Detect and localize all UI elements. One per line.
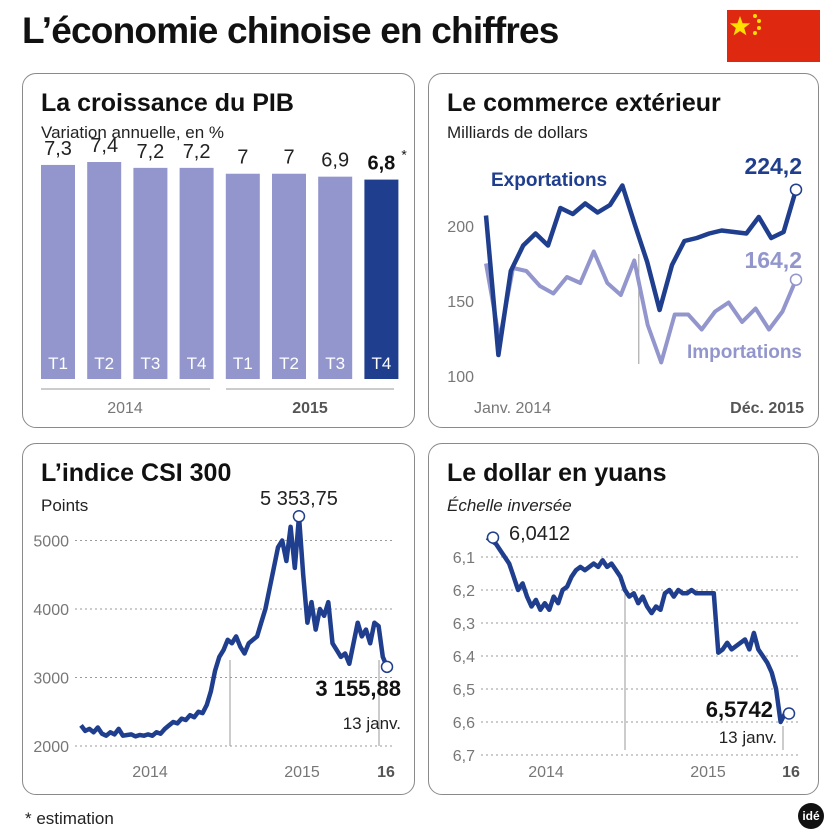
usdcny-last-marker: [782, 707, 796, 720]
gdp-subtitle: Variation annuelle, en %: [41, 123, 224, 142]
group-label-2014: 2014: [107, 400, 143, 417]
china-flag-icon: [727, 10, 820, 62]
csi300-chart: L’indice CSI 300 Points 2000 3000 4000 5000…: [33, 459, 401, 781]
imports-last-value: 164,2: [744, 247, 802, 273]
usdcny-x-tick: 2014: [528, 764, 564, 781]
gdp-bar: [364, 179, 399, 379]
gdp-bar: [133, 167, 168, 379]
gdp-bar: [41, 164, 75, 379]
exports-line: [483, 183, 799, 358]
usdcny-last-value: 6,5742: [706, 697, 773, 722]
gdp-category-label: T3: [325, 354, 345, 373]
usdcny-y-tick: 6,3: [453, 616, 475, 633]
exports-end-marker: [789, 183, 803, 196]
gdp-bar: [87, 162, 122, 379]
usdcny-y-tick: 6,5: [453, 682, 475, 699]
usdcny-chart: Le dollar en yuans Échelle inversée 6,1 6…: [447, 459, 800, 781]
gdp-value-label: 6,8: [367, 153, 395, 175]
publisher-logo: idé: [798, 803, 824, 829]
gdp-bar: [225, 173, 260, 379]
trade-y-tick: 200: [447, 219, 474, 236]
trade-title: Le commerce extérieur: [447, 89, 721, 117]
csi300-x-tick: 2014: [132, 764, 168, 781]
gdp-category-label: T4: [187, 354, 207, 373]
csi300-subtitle: Points: [41, 496, 88, 515]
gdp-value-label: 7: [283, 147, 294, 169]
csi300-y-tick: 5000: [33, 534, 69, 551]
gdp-value-label: 6,9: [321, 150, 349, 172]
gdp-estimate-marker: *: [401, 147, 407, 163]
csi300-title: L’indice CSI 300: [41, 459, 231, 487]
footnote: * estimation: [25, 809, 114, 828]
usdcny-title: Le dollar en yuans: [447, 459, 667, 487]
gdp-bar: [318, 176, 353, 379]
usdcny-start-label: 6,0412: [509, 523, 570, 545]
csi300-last-date: 13 janv.: [343, 714, 401, 733]
trade-y-tick: 100: [447, 369, 474, 386]
gdp-panel: La croissance du PIB Variation annuelle,…: [22, 73, 415, 428]
csi300-x-tick: 2015: [284, 764, 320, 781]
csi300-last-value: 3 155,88: [315, 676, 401, 701]
gdp-value-label: 7: [237, 147, 248, 169]
imports-end-marker: [789, 273, 803, 286]
gdp-category-label: T1: [48, 354, 68, 373]
csi300-peak-marker: [292, 510, 306, 523]
gdp-category-label: T4: [371, 354, 391, 373]
trade-x-end: Déc. 2015: [730, 400, 804, 417]
trade-chart: Le commerce extérieur Milliards de dolla…: [447, 89, 804, 417]
trade-subtitle: Milliards de dollars: [447, 123, 588, 142]
usdcny-subtitle: Échelle inversée: [447, 496, 572, 515]
group-label-2015: 2015: [292, 400, 328, 417]
csi300-y-tick: 4000: [33, 602, 69, 619]
gdp-category-label: T2: [94, 354, 114, 373]
gdp-category-label: T2: [279, 354, 299, 373]
usdcny-y-tick: 6,1: [453, 550, 475, 567]
usdcny-last-date: 13 janv.: [719, 728, 777, 747]
gdp-title: La croissance du PIB: [41, 89, 294, 117]
usdcny-x-tick: 16: [782, 764, 800, 781]
trade-panel: Le commerce extérieur Milliards de dolla…: [428, 73, 819, 428]
usdcny-line: [485, 535, 787, 725]
csi300-peak-label: 5 353,75: [260, 488, 338, 510]
gdp-category-label: T1: [233, 354, 253, 373]
gdp-bar: [179, 167, 214, 379]
trade-y-tick: 150: [447, 294, 474, 311]
page-title: L’économie chinoise en chiffres: [22, 10, 559, 51]
csi300-line: [79, 514, 390, 739]
imports-line: [484, 249, 798, 365]
usdcny-panel: Le dollar en yuans Échelle inversée 6,1 6…: [428, 443, 819, 795]
usdcny-y-tick: 6,4: [453, 649, 475, 666]
imports-legend: Importations: [687, 342, 802, 363]
csi300-x-tick: 16: [377, 764, 395, 781]
gdp-value-label: 7,3: [44, 138, 72, 160]
gdp-value-label: 7,2: [136, 141, 164, 163]
gdp-bar: [272, 173, 306, 379]
usdcny-x-tick: 2015: [690, 764, 726, 781]
gdp-value-label: 7,4: [90, 135, 118, 157]
gdp-category-label: T3: [140, 354, 160, 373]
gdp-value-label: 7,2: [183, 141, 211, 163]
usdcny-y-tick: 6,2: [453, 583, 475, 600]
usdcny-y-tick: 6,7: [453, 748, 475, 765]
gdp-chart: La croissance du PIB Variation annuelle,…: [41, 89, 407, 417]
csi300-last-marker: [380, 660, 394, 674]
exports-legend: Exportations: [491, 170, 607, 191]
csi300-panel: L’indice CSI 300 Points 2000 3000 4000 5000…: [22, 443, 415, 795]
exports-last-value: 224,2: [744, 153, 802, 179]
trade-x-start: Janv. 2014: [474, 400, 551, 417]
usdcny-y-tick: 6,6: [453, 715, 475, 732]
csi300-y-tick: 3000: [33, 671, 69, 688]
usdcny-start-marker: [486, 531, 500, 544]
csi300-y-tick: 2000: [33, 739, 69, 756]
